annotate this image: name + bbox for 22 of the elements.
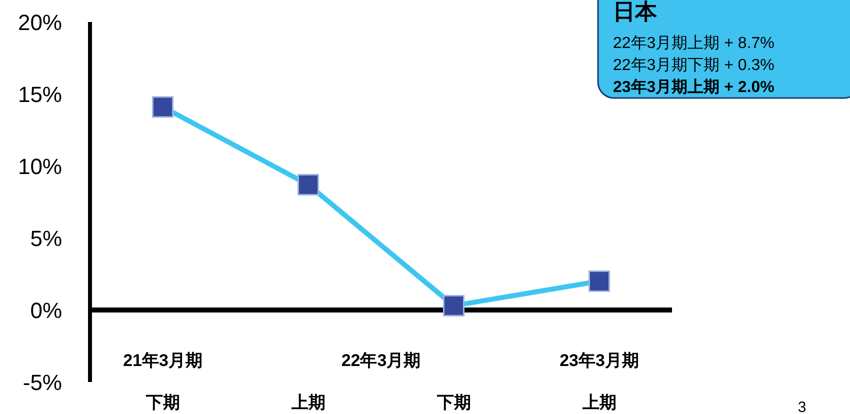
annotation: 23年3月期上期 + 2.0%	[613, 78, 774, 96]
annotation: 23年3月期	[560, 351, 639, 370]
point	[443, 294, 464, 316]
x-tick-label: 上期	[290, 393, 326, 412]
text: 3	[798, 399, 806, 414]
y-tick-label: 20%	[18, 10, 62, 35]
annotation: 21年3月期	[123, 351, 202, 370]
y-tick-label: 10%	[18, 154, 62, 179]
x-tick-label: 下期	[144, 393, 180, 412]
y-tick-label: 15%	[18, 82, 62, 107]
point	[588, 270, 610, 292]
y-tick-label: 0%	[30, 298, 62, 323]
y-tick-label: 5%	[30, 226, 62, 251]
y-tick-label: -5%	[22, 370, 62, 395]
point	[152, 96, 174, 118]
x-tick-label: 下期	[436, 393, 471, 412]
annotation: 22年3月期上期 + 8.7%	[613, 34, 774, 52]
point	[298, 174, 319, 196]
annotation: 22年3月期下期 + 0.3%	[613, 56, 774, 74]
x-tick-label: 上期	[581, 393, 616, 412]
annotation: 日本	[613, 0, 658, 24]
annotation: 22年3月期	[341, 351, 421, 370]
